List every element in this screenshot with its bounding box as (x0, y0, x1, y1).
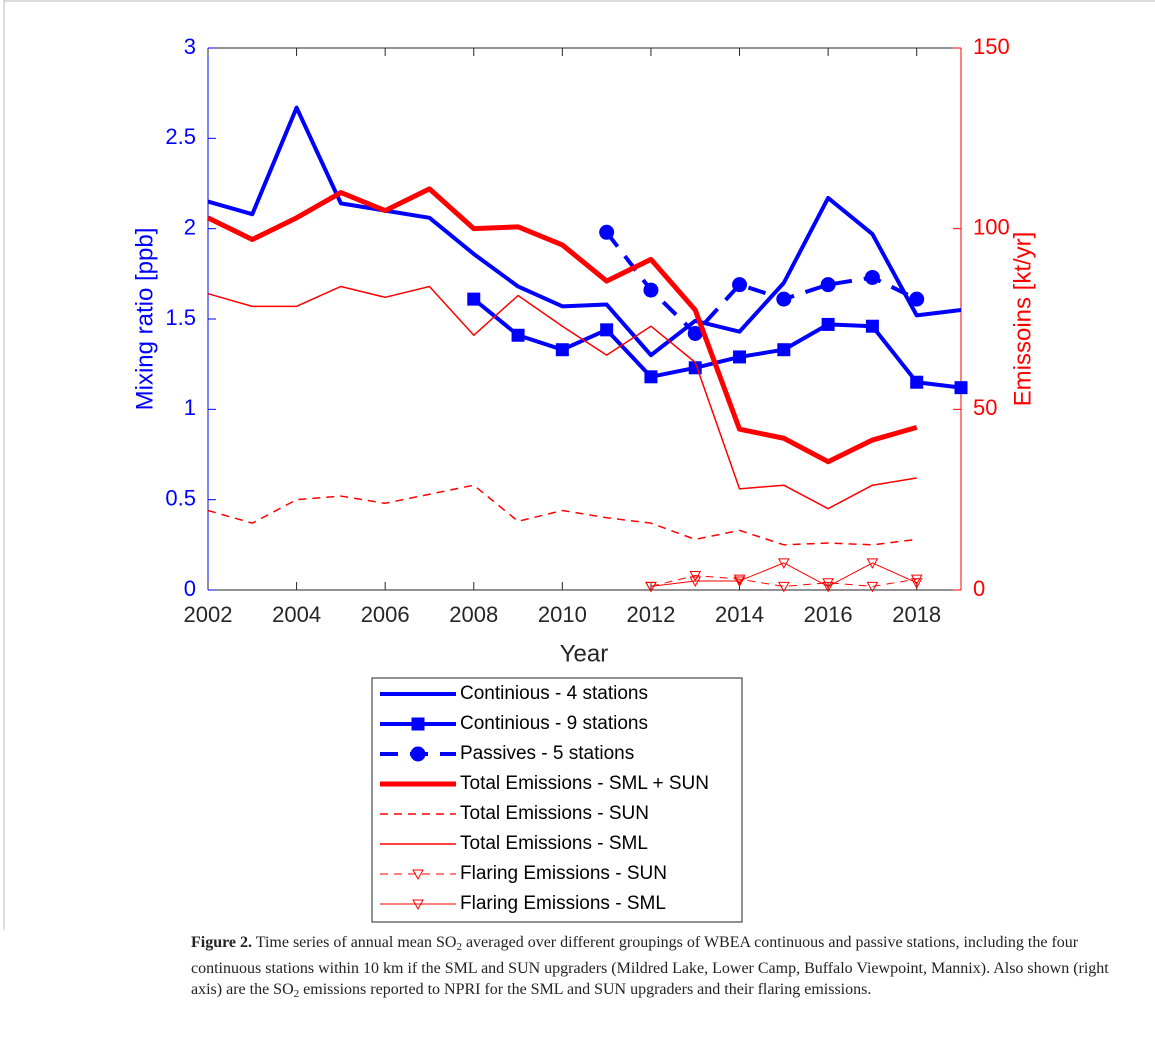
marker (599, 224, 615, 240)
y2-tick-label: 100 (973, 214, 1010, 239)
series-line (207, 105, 962, 358)
marker (689, 576, 702, 587)
caption: Figure 2. Time series of annual mean SO2… (191, 932, 1141, 1005)
marker (822, 581, 834, 593)
y-tick-label: 0.5 (165, 485, 196, 510)
marker (645, 581, 657, 593)
marker (412, 899, 424, 911)
y-tick-label: 3 (184, 34, 196, 59)
x-tick-label: 2014 (715, 602, 764, 627)
y-tick-label: 0 (184, 576, 196, 601)
legend-label: Total Emissions - SUN (460, 803, 649, 824)
marker (467, 292, 481, 306)
y-tick-label: 1 (184, 395, 196, 420)
marker (689, 571, 702, 582)
marker (777, 343, 791, 357)
marker (821, 317, 835, 331)
marker (511, 328, 525, 342)
marker (411, 717, 425, 731)
marker (643, 282, 659, 298)
legend-label: Total Emissions - SML (460, 833, 648, 854)
marker (954, 381, 968, 395)
x-tick-label: 2016 (804, 602, 853, 627)
marker (732, 277, 748, 293)
series-line (650, 562, 917, 587)
x-tick-label: 2004 (272, 602, 321, 627)
series-line (207, 484, 917, 546)
y2-tick-label: 0 (973, 576, 985, 601)
marker (909, 291, 925, 307)
y-tick-label: 2 (184, 214, 196, 239)
marker (777, 581, 790, 593)
y2-axis-label: Emissoins [kt/yr] (1009, 232, 1036, 407)
x-tick-label: 2018 (892, 602, 941, 627)
y2-tick-label: 150 (973, 34, 1010, 59)
marker (777, 558, 790, 569)
y-tick-label: 1.5 (165, 305, 196, 330)
marker (555, 343, 569, 357)
x-tick-label: 2012 (626, 602, 675, 627)
series-line (207, 285, 917, 510)
marker (733, 350, 747, 364)
marker (822, 578, 834, 589)
y-tick-label: 2.5 (165, 124, 196, 149)
y2-tick-label: 50 (973, 395, 997, 420)
marker (866, 558, 879, 569)
legend-box (371, 677, 743, 923)
chart: Year Mixing ratio [ppb] Emissoins [kt/yr… (3, 0, 1155, 930)
caption-text: 2 (456, 941, 462, 953)
marker (776, 291, 792, 307)
legend-label: Continious - 4 stations (460, 683, 648, 704)
marker (910, 375, 924, 389)
y-axis-label: Mixing ratio [ppb] (131, 228, 158, 411)
marker (864, 269, 880, 285)
x-tick-label: 2006 (361, 602, 410, 627)
caption-text: 2 (293, 988, 300, 1000)
legend-label: Flaring Emissions - SUN (460, 863, 667, 884)
marker (865, 319, 879, 333)
caption-text: Time series of annual mean SO (252, 934, 457, 951)
caption-text: averaged over different groupings of WBE… (191, 934, 1109, 998)
marker (910, 578, 923, 589)
legend-label: Total Emissions - SML + SUN (460, 773, 709, 794)
legend-label: Flaring Emissions - SML (460, 893, 666, 914)
marker (820, 277, 836, 293)
x-tick-label: 2008 (449, 602, 498, 627)
x-tick-label: 2010 (538, 602, 587, 627)
marker (910, 574, 923, 586)
marker (733, 576, 746, 587)
marker (600, 323, 614, 337)
x-axis-label: Year (560, 640, 609, 667)
series-line (472, 297, 962, 390)
caption-text: emissions reported to NPRI for the SML a… (299, 981, 872, 998)
marker (644, 370, 658, 384)
legend-label: Continious - 9 stations (460, 713, 648, 734)
series-line (206, 186, 918, 465)
marker (412, 869, 424, 881)
caption-label: Figure 2. (191, 934, 253, 951)
series-line (650, 575, 917, 587)
marker (866, 581, 879, 593)
x-tick-label: 2002 (184, 602, 233, 627)
legend-label: Passives - 5 stations (460, 743, 634, 764)
marker (410, 746, 426, 762)
